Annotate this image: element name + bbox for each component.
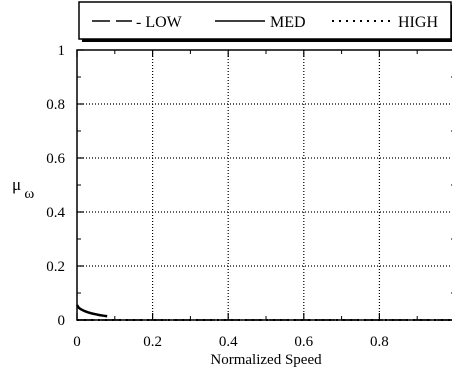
x-tick-label: 0 bbox=[73, 334, 81, 350]
x-axis-label: Normalized Speed bbox=[210, 352, 322, 368]
y-tick-label: 0.4 bbox=[46, 205, 65, 221]
x-tick-labels: 00.20.40.60.81 bbox=[73, 334, 452, 350]
y-axis-label-sub: ω bbox=[24, 186, 34, 202]
y-tick-label: 0.6 bbox=[46, 151, 65, 167]
y-tick-label: 0 bbox=[58, 313, 66, 329]
series-line-med bbox=[75, 304, 108, 318]
y-axis-label-main: μ bbox=[12, 175, 21, 194]
y-tick-label: 0.8 bbox=[46, 97, 65, 113]
grid bbox=[77, 50, 452, 320]
axis-ticks bbox=[76, 49, 452, 321]
legend-label-low: - LOW bbox=[136, 14, 183, 31]
y-tick-label: 1 bbox=[58, 43, 66, 59]
series bbox=[75, 304, 452, 321]
x-tick-label: 0.8 bbox=[370, 334, 389, 350]
y-axis-label: μ ω bbox=[12, 175, 34, 202]
x-tick-label: 0.4 bbox=[219, 334, 238, 350]
x-tick-label: 0.6 bbox=[294, 334, 313, 350]
legend-label-med: MED bbox=[270, 14, 306, 31]
legend: - LOW MED HIGH bbox=[78, 1, 452, 42]
x-tick-label: 0.2 bbox=[143, 334, 162, 350]
plot-frame bbox=[76, 49, 452, 321]
legend-label-high: HIGH bbox=[398, 14, 438, 31]
y-tick-label: 0.2 bbox=[46, 259, 65, 275]
y-tick-labels: 0 0.2 0.4 0.6 0.8 1 bbox=[46, 43, 65, 329]
